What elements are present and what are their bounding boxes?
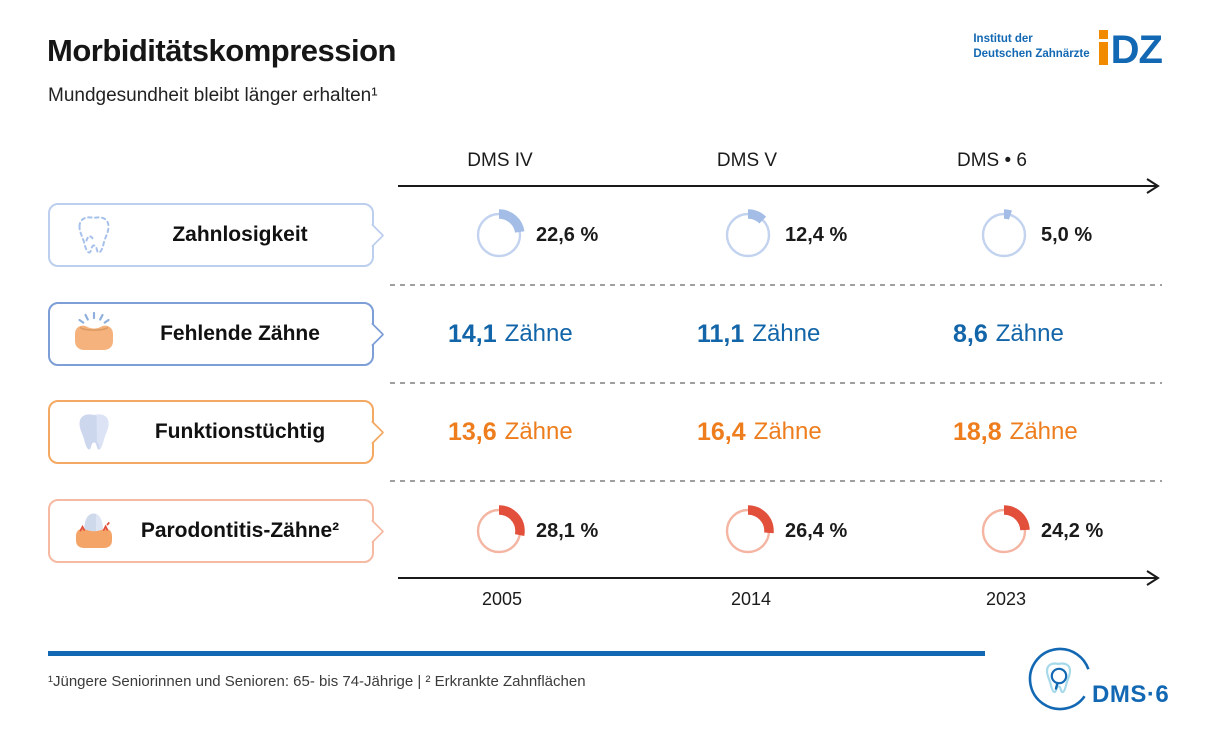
- data-cell: 18,8 Zähne: [953, 400, 1198, 464]
- donut-value-label: 22,6 %: [536, 223, 599, 246]
- data-cell: 12,4 %: [697, 203, 942, 267]
- column-header-dms-v: DMS V: [716, 150, 778, 171]
- data-cell: 28,1 %: [448, 499, 693, 563]
- row-label-text: Parodontitis-Zähne²: [140, 519, 340, 542]
- row-label-funktionstuechtig: Funktionstüchtig: [48, 400, 374, 464]
- donut-value-label: 5,0 %: [1041, 223, 1093, 246]
- data-cell: 5,0 %: [953, 203, 1198, 267]
- value-unit: Zähne: [752, 320, 821, 347]
- idz-logo-line2: Deutschen Zahnärzte: [973, 48, 1090, 61]
- value-unit: Zähne: [504, 418, 573, 445]
- timeline-arrow-bottom: [398, 570, 1160, 586]
- value-number: 13,6: [448, 417, 497, 446]
- row-values-zahnlosigkeit: 22,6 % 12,4 % 5,0 %: [398, 203, 1162, 267]
- value-unit: Zähne: [995, 320, 1064, 347]
- year-label-2023: 2023: [985, 589, 1027, 609]
- missing-tooth-gum-icon: [75, 311, 113, 350]
- row-label-text: Zahnlosigkeit: [172, 223, 308, 246]
- row-label-parodontitis-zaehne: Parodontitis-Zähne²: [48, 499, 374, 563]
- value-number: 14,1: [448, 319, 497, 348]
- row-values-parodontitis-zaehne: 28,1 % 26,4 % 24,2 %: [398, 499, 1162, 563]
- row-values-funktionstuechtig: 13,6 Zähne 16,4 Zähne 18,8 Zähne: [398, 400, 1162, 464]
- idz-logo-line1: Institut der: [973, 32, 1033, 45]
- donut-value-label: 28,1 %: [536, 519, 599, 542]
- donut-chart: [722, 505, 774, 557]
- data-cell: 22,6 %: [448, 203, 693, 267]
- year-label-2014: 2014: [730, 589, 772, 609]
- data-cell: 24,2 %: [953, 499, 1198, 563]
- row-separator: [390, 284, 1162, 286]
- row-label-fehlende-zaehne: Fehlende Zähne: [48, 302, 374, 366]
- page-title: Morbiditätskompression: [47, 33, 397, 68]
- column-header-dms-6: DMS • 6: [957, 150, 1027, 171]
- donut-chart: [473, 505, 525, 557]
- data-cell: 26,4 %: [697, 499, 942, 563]
- idz-acronym: DZ: [1098, 28, 1163, 72]
- value-unit: Zähne: [753, 418, 822, 445]
- data-cell: 14,1 Zähne: [448, 302, 693, 366]
- row-label-text: Funktionstüchtig: [154, 420, 326, 443]
- donut-chart: [978, 505, 1030, 557]
- data-cell: 16,4 Zähne: [697, 400, 942, 464]
- page-subtitle: Mundgesundheit bleibt länger erhalten¹: [48, 85, 378, 106]
- footer-divider: [48, 651, 985, 656]
- dms6-logo-text: DMS·6: [1092, 681, 1170, 708]
- value-number: 11,1: [697, 319, 745, 348]
- value-number: 16,4: [697, 417, 746, 446]
- donut-value-label: 26,4 %: [785, 519, 848, 542]
- donut-value-label: 24,2 %: [1041, 519, 1104, 542]
- data-cell: 13,6 Zähne: [448, 400, 693, 464]
- donut-value-label: 12,4 %: [785, 223, 848, 246]
- inflamed-gum-tooth-icon: [76, 513, 112, 548]
- row-label-zahnlosigkeit: Zahnlosigkeit: [48, 203, 374, 267]
- idz-logo: Institut der Deutschen Zahnärzte DZ: [973, 28, 1163, 72]
- value-unit: Zähne: [1009, 418, 1078, 445]
- donut-chart: [978, 209, 1030, 261]
- timeline-arrow-top: [398, 178, 1160, 194]
- tooth-outline-dashed-icon: [78, 216, 110, 254]
- value-number: 8,6: [953, 319, 988, 348]
- idz-letter-i-icon: [1098, 30, 1108, 66]
- row-values-fehlende-zaehne: 14,1 Zähne 11,1 Zähne 8,6 Zähne: [398, 302, 1162, 366]
- row-separator: [390, 382, 1162, 384]
- donut-chart: [473, 209, 525, 261]
- footnote-text: ¹Jüngere Seniorinnen und Senioren: 65- b…: [48, 673, 586, 690]
- row-separator: [390, 480, 1162, 482]
- dms6-logo-icon: [1028, 647, 1092, 711]
- value-unit: Zähne: [504, 320, 573, 347]
- row-label-text: Fehlende Zähne: [160, 322, 320, 345]
- data-cell: 11,1 Zähne: [697, 302, 942, 366]
- idz-logo-text: Institut der Deutschen Zahnärzte: [973, 32, 1089, 66]
- idz-letters-dz: DZ: [1110, 28, 1163, 72]
- healthy-tooth-icon: [79, 414, 109, 450]
- value-number: 18,8: [953, 417, 1002, 446]
- column-header-dms-iv: DMS IV: [467, 150, 533, 171]
- year-label-2005: 2005: [481, 589, 523, 609]
- data-cell: 8,6 Zähne: [953, 302, 1198, 366]
- donut-chart: [722, 209, 774, 261]
